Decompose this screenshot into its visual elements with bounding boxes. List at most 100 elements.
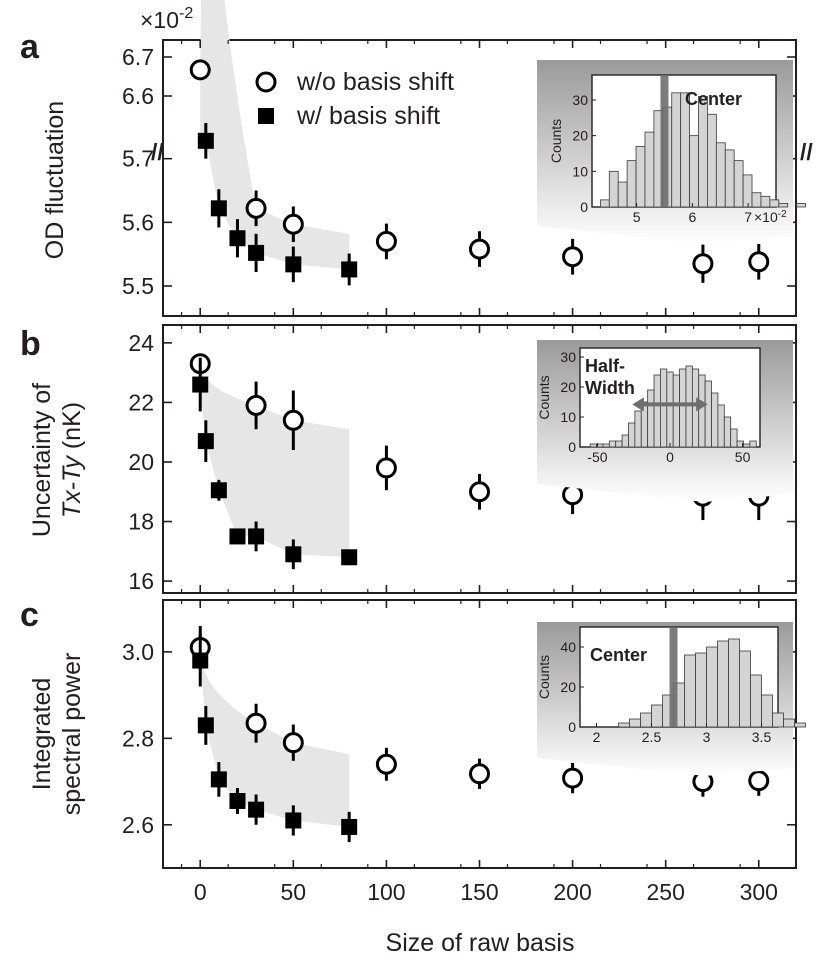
histogram-bar bbox=[724, 149, 735, 208]
histogram-bar bbox=[629, 718, 641, 728]
histogram-bar bbox=[772, 712, 784, 728]
y-tick-label: 24 bbox=[128, 330, 154, 356]
shaded-band bbox=[200, 647, 350, 827]
histogram-bar bbox=[615, 440, 623, 448]
inset-x-tick-label: 3 bbox=[703, 729, 711, 745]
y-tick-label: 6.6 bbox=[122, 83, 154, 109]
data-point-open bbox=[562, 246, 584, 268]
data-point-filled bbox=[285, 812, 302, 829]
panel-label-a: a bbox=[20, 28, 40, 66]
inset-x-tick-label: 0 bbox=[666, 449, 674, 465]
histogram-bar bbox=[602, 443, 610, 448]
y-tick-label: 5.5 bbox=[122, 273, 154, 299]
inset-y-tick-label: 30 bbox=[560, 349, 576, 365]
center-marker bbox=[660, 75, 669, 207]
y-axis-label-b-line2: Tx-Ty (nK) bbox=[58, 402, 86, 518]
histogram-bar bbox=[706, 646, 718, 728]
inset-y-tick-label: 0 bbox=[568, 719, 576, 735]
histogram-bar bbox=[626, 160, 637, 208]
inset-y-axis-label: Counts bbox=[536, 375, 552, 419]
y-tick-label: 6.7 bbox=[122, 44, 154, 70]
inset-label: Center bbox=[590, 645, 647, 665]
data-point-filled bbox=[229, 793, 246, 809]
histogram-bar bbox=[672, 374, 680, 448]
data-point-open bbox=[375, 753, 397, 775]
histogram-bar bbox=[679, 368, 687, 448]
histogram-bar bbox=[723, 416, 732, 448]
axis-break-right: // bbox=[800, 139, 813, 165]
data-point-open bbox=[282, 732, 304, 754]
data-point-filled bbox=[229, 230, 246, 247]
histogram-bar bbox=[698, 96, 708, 208]
data-point-open bbox=[748, 251, 770, 273]
data-point-open bbox=[469, 481, 490, 503]
data-point-open bbox=[375, 230, 397, 252]
histogram-bar bbox=[680, 92, 690, 208]
histogram-bar bbox=[608, 170, 619, 208]
histogram-bar bbox=[647, 389, 655, 448]
histogram-bar bbox=[621, 434, 629, 448]
histogram-bar bbox=[778, 203, 789, 208]
inset-y-tick-label: 10 bbox=[560, 409, 576, 425]
histogram-bar bbox=[644, 131, 655, 208]
data-point-filled bbox=[341, 261, 358, 278]
histogram-bar bbox=[761, 694, 773, 728]
data-point-filled bbox=[341, 549, 358, 566]
data-point-filled bbox=[341, 818, 358, 835]
histogram-bar bbox=[711, 392, 719, 448]
inset-y-axis-label: Counts bbox=[536, 655, 552, 699]
arrow-head-right bbox=[696, 397, 708, 412]
histogram-bar bbox=[704, 380, 712, 448]
data-point-open bbox=[245, 197, 267, 219]
data-point-open bbox=[282, 213, 304, 235]
histogram-bar bbox=[751, 192, 762, 208]
histogram-bar bbox=[796, 203, 806, 208]
data-point-open bbox=[245, 394, 267, 416]
y-exponent-a: ×10-2 bbox=[140, 5, 193, 33]
inset-x-exponent-power: -2 bbox=[778, 209, 787, 220]
inset-x-tick-label: 7 bbox=[744, 209, 752, 225]
center-marker bbox=[669, 627, 678, 727]
inset-y-tick-label: 0 bbox=[568, 439, 576, 455]
histogram-bar bbox=[743, 443, 751, 448]
y-axis-label-b-quantity: Tx-Ty bbox=[58, 455, 86, 519]
inset-y-tick-label: 10 bbox=[572, 163, 588, 179]
data-point-filled bbox=[229, 528, 246, 545]
histogram-bar bbox=[634, 410, 642, 448]
legend-filled-label: w/ basis shift bbox=[296, 102, 440, 130]
inset-y-tick-label: 30 bbox=[572, 92, 588, 108]
histogram-bar bbox=[783, 718, 795, 728]
y-axis-label-b-line1: Uncertainty of bbox=[28, 383, 56, 537]
data-point-open bbox=[692, 253, 714, 275]
histogram-bar bbox=[684, 654, 696, 728]
data-point-open bbox=[469, 763, 490, 785]
histogram-bar bbox=[653, 374, 661, 448]
histogram-bar bbox=[760, 195, 771, 208]
legend-open-circle-marker bbox=[255, 71, 277, 93]
histogram-bar bbox=[698, 374, 706, 448]
data-point-filled bbox=[210, 771, 227, 788]
inset-x-tick-label: 3.5 bbox=[752, 729, 772, 745]
histogram-bar bbox=[608, 440, 617, 448]
histogram-bar bbox=[617, 181, 628, 208]
inset-y-tick-label: 20 bbox=[560, 679, 576, 695]
inset-y-tick-label: 20 bbox=[572, 128, 588, 144]
legend-filled-square-marker bbox=[258, 108, 274, 124]
histogram-bar bbox=[715, 142, 726, 208]
data-point-filled bbox=[248, 244, 265, 261]
y-tick-label: 16 bbox=[128, 568, 154, 594]
histogram-bar bbox=[651, 704, 663, 728]
y-tick-label: 2.8 bbox=[122, 725, 154, 751]
x-tick-label: 100 bbox=[367, 879, 405, 905]
x-axis-label: Size of raw basis bbox=[386, 929, 575, 957]
x-tick-label: 200 bbox=[553, 879, 591, 905]
data-point-filled bbox=[285, 546, 302, 563]
inset-y-tick-label: 40 bbox=[560, 639, 576, 655]
histogram-bar bbox=[739, 650, 751, 728]
y-tick-label: 2.6 bbox=[122, 812, 154, 838]
histogram-bar bbox=[635, 145, 646, 208]
data-point-filled bbox=[210, 200, 227, 217]
y-axis-label-b-unit: (nK) bbox=[58, 402, 86, 456]
data-point-filled bbox=[197, 433, 214, 450]
histogram-bar bbox=[685, 365, 693, 448]
